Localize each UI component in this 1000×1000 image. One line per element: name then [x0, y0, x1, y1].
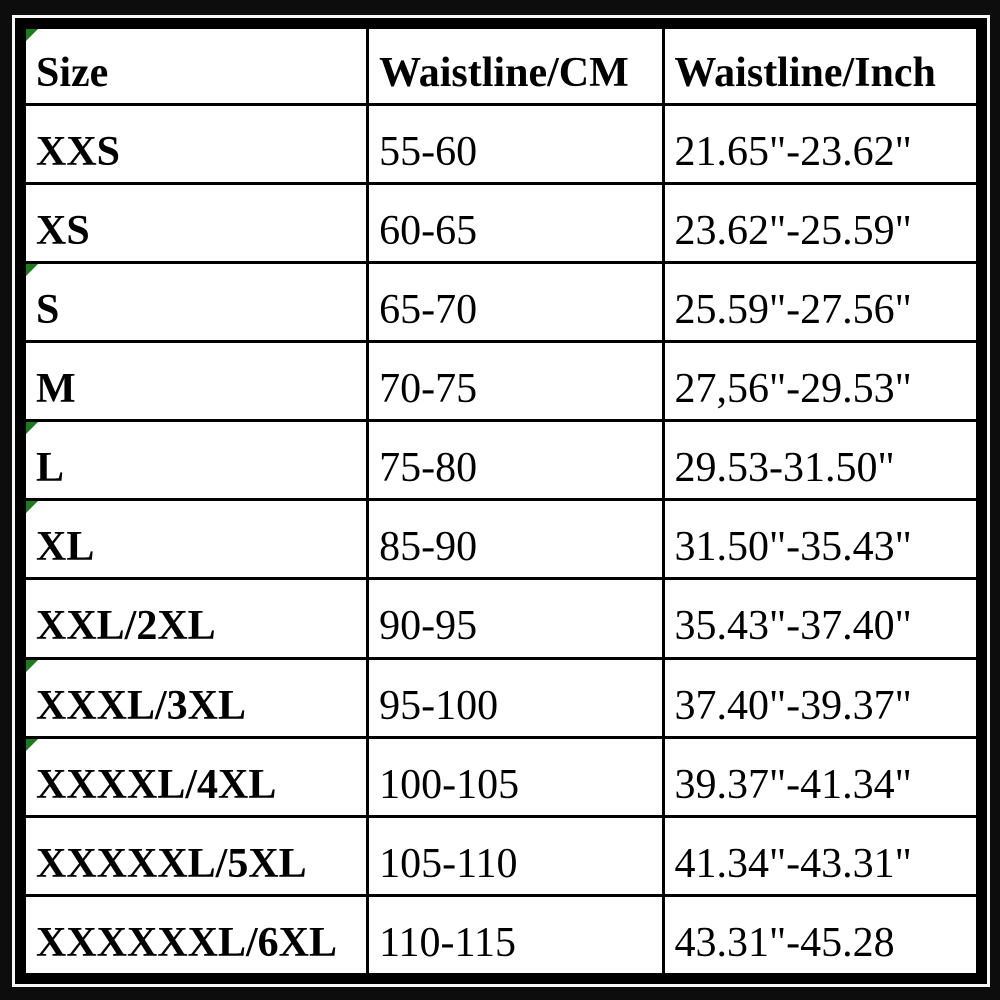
size-cell: XXXXL/4XL	[22, 735, 370, 818]
cell-corner-marker-icon	[27, 661, 38, 672]
inch-cell: 31.50"-35.43"	[661, 498, 979, 581]
cell-corner-marker-icon	[27, 423, 38, 435]
size-cell: M	[22, 340, 370, 423]
table-row-m: M 70-75 27,56"-29.53"	[22, 340, 979, 423]
cm-cell: 55-60	[366, 102, 665, 186]
table-row-xxs: XXS 55-60 21.65"-23.62"	[22, 102, 979, 186]
inch-cell: 41.34"-43.31"	[661, 814, 979, 897]
inch-cell: 29.53-31.50"	[661, 419, 979, 502]
size-cell: XXS	[22, 102, 370, 186]
inch-cell: 43.31"-45.28	[661, 893, 979, 977]
inch-cell: 27,56"-29.53"	[661, 340, 979, 423]
size-chart-frame: Size Waistline/CM Waistline/Inch XXS 55-…	[15, 18, 987, 984]
cm-cell: 105-110	[366, 814, 665, 897]
header-row: Size Waistline/CM Waistline/Inch	[22, 26, 979, 106]
table-row-l: L 75-80 29.53-31.50"	[22, 419, 979, 502]
cell-corner-marker-icon	[27, 30, 38, 41]
size-cell: XXXXXXL/6XL	[22, 893, 370, 977]
table-row-3xl: XXXL/3XL 95-100 37.40"-39.37"	[22, 656, 979, 739]
table-row-xs: XS 60-65 23.62"-25.59"	[22, 182, 979, 265]
inch-cell: 25.59"-27.56"	[661, 261, 979, 344]
column-header-waistline-cm: Waistline/CM	[366, 26, 665, 106]
size-cell: XS	[22, 182, 370, 265]
table-row-xl: XL 85-90 31.50"-35.43"	[22, 498, 979, 581]
cm-cell: 90-95	[366, 577, 665, 660]
inch-cell: 39.37"-41.34"	[661, 735, 979, 818]
cm-cell: 100-105	[366, 735, 665, 818]
cell-corner-marker-icon	[27, 502, 38, 514]
cm-cell: 75-80	[366, 419, 665, 502]
inch-cell: 37.40"-39.37"	[661, 656, 979, 739]
size-cell: XXXXXL/5XL	[22, 814, 370, 897]
table-row-2xl: XXL/2XL 90-95 35.43"-37.40"	[22, 577, 979, 660]
cm-cell: 95-100	[366, 656, 665, 739]
size-cell: XXXL/3XL	[22, 656, 370, 739]
size-cell: L	[22, 419, 370, 502]
table-row-6xl: XXXXXXL/6XL 110-115 43.31"-45.28	[22, 893, 979, 977]
cm-cell: 60-65	[366, 182, 665, 265]
cm-cell: 110-115	[366, 893, 665, 977]
inch-cell: 21.65"-23.62"	[661, 102, 979, 186]
table-row-s: S 65-70 25.59"-27.56"	[22, 261, 979, 344]
cell-corner-marker-icon	[27, 740, 38, 751]
inch-cell: 23.62"-25.59"	[661, 182, 979, 265]
cell-corner-marker-icon	[27, 265, 38, 277]
table-row-4xl: XXXXL/4XL 100-105 39.37"-41.34"	[22, 735, 979, 818]
size-cell: XXL/2XL	[22, 577, 370, 660]
inch-cell: 35.43"-37.40"	[661, 577, 979, 660]
cm-cell: 70-75	[366, 340, 665, 423]
table-row-5xl: XXXXXL/5XL 105-110 41.34"-43.31"	[22, 814, 979, 897]
size-cell: S	[22, 261, 370, 344]
column-header-size: Size	[22, 26, 370, 106]
cm-cell: 65-70	[366, 261, 665, 344]
size-chart-table: Size Waistline/CM Waistline/Inch XXS 55-…	[22, 26, 979, 977]
size-cell: XL	[22, 498, 370, 581]
cm-cell: 85-90	[366, 498, 665, 581]
column-header-waistline-inch: Waistline/Inch	[661, 26, 979, 106]
